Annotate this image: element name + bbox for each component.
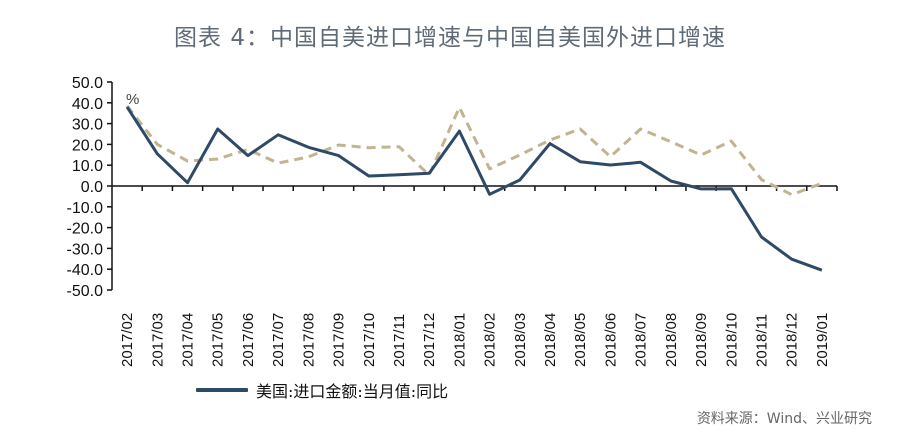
x-tick-label: 2017/07	[270, 313, 287, 367]
x-tick-label: 2017/08	[300, 313, 317, 367]
x-tick-label: 2017/12	[421, 313, 438, 367]
x-tick-label: 2018/03	[512, 313, 529, 367]
x-tick-label: 2017/05	[210, 313, 227, 367]
legend: 美国:进口金额:当月值:同比	[196, 378, 448, 402]
x-tick-label: 2018/10	[723, 313, 740, 367]
y-unit-label: %	[126, 91, 139, 108]
x-tick-label: 2018/11	[753, 314, 770, 367]
chart-series	[125, 104, 823, 272]
x-tick-label: 2017/04	[180, 313, 197, 367]
x-tick-label: 2017/06	[240, 313, 257, 367]
x-tick-label: 2018/01	[451, 313, 468, 367]
x-tick-label: 2018/12	[784, 313, 801, 367]
y-tick-label: 0.0	[81, 179, 103, 196]
chart-title: 图表 4：中国自美进口增速与中国自美国外进口增速	[174, 25, 726, 51]
source-note: 资料来源：Wind、兴业研究	[696, 411, 872, 427]
y-tick-label: -30.0	[67, 241, 104, 258]
x-tick-label: 2019/01	[814, 313, 831, 367]
y-tick-label: -50.0	[67, 283, 104, 300]
x-tick-label: 2018/07	[633, 313, 650, 367]
y-tick-label: -40.0	[67, 262, 104, 279]
x-tick-label: 2018/08	[663, 313, 680, 367]
x-tick-label: 2018/02	[482, 313, 499, 367]
y-tick-label: 20.0	[72, 137, 103, 154]
legend-solid-line-icon	[196, 388, 248, 392]
y-tick-label: -20.0	[67, 221, 104, 238]
x-tick-label: 2017/10	[361, 313, 378, 367]
y-axis: 50.0 40.0 30.0 20.0 10.0 0.0 -10.0 -20.0 -30.0 -4…	[67, 75, 113, 300]
legend-label: 美国:进口金额:当月值:同比	[256, 382, 449, 401]
series-line-solid	[125, 106, 823, 272]
x-tick-label: 2017/03	[149, 313, 166, 367]
y-tick-label: 30.0	[72, 117, 103, 134]
x-tick-label: 2018/09	[693, 313, 710, 367]
x-tick-label: 2018/06	[602, 313, 619, 367]
y-tick-label: 40.0	[72, 96, 103, 113]
y-tick-label: 10.0	[72, 158, 103, 175]
x-tick-label: 2017/11	[391, 314, 408, 367]
series-line-dashed	[125, 104, 823, 197]
x-axis: 2017/02 2017/03 2017/04 2017/05 2017/06 2017/…	[112, 185, 838, 367]
x-tick-label: 2017/02	[119, 313, 136, 367]
x-tick-label: 2017/09	[331, 313, 348, 367]
x-tick-label: 2018/05	[572, 313, 589, 367]
y-tick-label: 50.0	[72, 75, 103, 92]
x-tick-label: 2018/04	[542, 313, 559, 367]
y-tick-label: -10.0	[67, 200, 104, 217]
